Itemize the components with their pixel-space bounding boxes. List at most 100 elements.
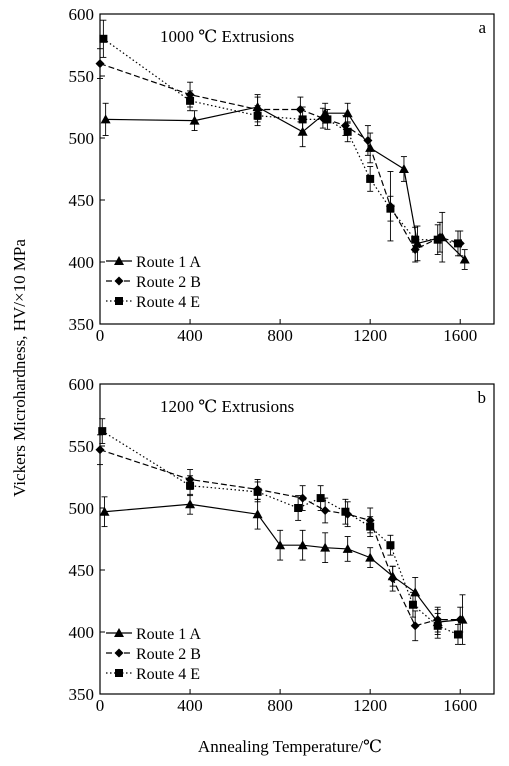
data-point <box>386 204 395 213</box>
data-point <box>410 587 421 597</box>
data-point <box>298 493 308 503</box>
data-point <box>95 445 105 455</box>
legend-marker <box>114 276 124 286</box>
data-point <box>342 108 353 118</box>
legend-label: Route 4 E <box>136 666 200 683</box>
x-tick-label: 1600 <box>443 696 477 715</box>
data-point <box>366 174 375 183</box>
data-point <box>320 505 330 515</box>
data-point <box>386 541 395 550</box>
series-2 <box>95 48 465 263</box>
x-axis-title: Annealing Temperature/℃ <box>198 737 382 756</box>
panel-title: 1000 ℃ Extrusions <box>160 27 294 46</box>
x-tick-label: 0 <box>96 326 105 345</box>
x-tick-label: 1600 <box>443 326 477 345</box>
data-point <box>298 115 307 124</box>
data-point <box>189 115 200 125</box>
data-point <box>388 574 398 584</box>
y-tick-label: 450 <box>69 191 95 210</box>
series-3 <box>98 418 462 645</box>
y-tick-label: 500 <box>69 499 95 518</box>
panel-letter: b <box>478 388 487 407</box>
data-point <box>252 509 263 519</box>
data-point <box>98 427 107 436</box>
y-tick-label: 400 <box>69 623 95 642</box>
x-tick-label: 0 <box>96 696 105 715</box>
y-tick-label: 350 <box>69 685 95 704</box>
legend-marker <box>114 256 124 265</box>
data-point <box>342 543 353 553</box>
x-tick-label: 1200 <box>353 326 387 345</box>
legend-label: Route 1 A <box>136 626 201 643</box>
legend-label: Route 2 B <box>136 274 201 291</box>
data-point <box>408 600 417 609</box>
data-point <box>453 239 462 248</box>
x-tick-label: 400 <box>177 326 203 345</box>
panel-a: 0 400 800 1200 1600 350 400 450 500 550 600 1000 ℃ … <box>69 5 495 345</box>
y-tick-label: 400 <box>69 253 95 272</box>
data-point <box>316 494 325 503</box>
legend: Route 1 A Route 2 B Route 4 E <box>106 254 201 311</box>
data-point <box>433 235 442 244</box>
y-tick-label: 500 <box>69 129 95 148</box>
legend-label: Route 4 E <box>136 294 200 311</box>
data-point <box>99 34 108 43</box>
y-tick-label: 550 <box>69 437 95 456</box>
legend-marker <box>115 297 123 305</box>
data-point <box>323 115 332 124</box>
legend-label: Route 1 A <box>136 254 201 271</box>
series-line <box>105 106 466 260</box>
data-point <box>455 615 465 625</box>
series-line <box>101 430 459 636</box>
y-tick-label: 450 <box>69 561 95 580</box>
data-point <box>185 499 196 509</box>
y-tick-label: 600 <box>69 375 95 394</box>
panel-b: 0 400 800 1200 1600 350 400 450 500 550 600 1200 ℃ … <box>69 375 495 715</box>
data-point <box>411 235 420 244</box>
legend-marker <box>114 628 124 637</box>
data-point <box>294 504 303 512</box>
legend-marker <box>115 669 123 677</box>
data-point <box>186 96 195 105</box>
y-tick-label: 600 <box>69 5 95 24</box>
data-point <box>100 114 111 124</box>
legend-label: Route 2 B <box>136 646 201 663</box>
plot-frame <box>99 383 495 695</box>
data-point <box>365 552 376 562</box>
data-point <box>366 522 375 531</box>
panel-title: 1200 ℃ Extrusions <box>160 397 294 416</box>
data-point <box>99 506 110 516</box>
data-point <box>433 621 442 630</box>
data-point <box>363 135 373 145</box>
panel-letter: a <box>478 18 486 37</box>
data-point <box>295 104 305 114</box>
data-point <box>320 542 331 552</box>
legend: Route 1 A Route 2 B Route 4 E <box>106 626 201 683</box>
series-line <box>104 503 463 623</box>
data-point <box>453 630 462 639</box>
x-tick-label: 400 <box>177 696 203 715</box>
plot-frame <box>99 13 495 325</box>
x-tick-label: 800 <box>267 696 293 715</box>
data-point <box>398 164 409 173</box>
x-tick-label: 800 <box>267 326 293 345</box>
data-point <box>275 540 286 550</box>
y-tick-label: 550 <box>69 67 95 86</box>
data-point <box>459 254 470 264</box>
y-axis-title: Vickers Microhardness, HV/×10 MPa <box>10 239 29 497</box>
data-point <box>297 540 308 550</box>
data-point <box>343 127 352 136</box>
x-tick-label: 1200 <box>353 696 387 715</box>
series-line <box>103 38 459 244</box>
data-point <box>95 59 105 69</box>
legend-marker <box>114 648 124 658</box>
data-point <box>253 111 262 120</box>
y-tick-label: 350 <box>69 315 95 334</box>
data-point <box>410 621 420 631</box>
data-point <box>341 507 350 516</box>
data-point <box>186 481 195 490</box>
data-point <box>253 487 262 496</box>
series-3 <box>99 19 462 257</box>
